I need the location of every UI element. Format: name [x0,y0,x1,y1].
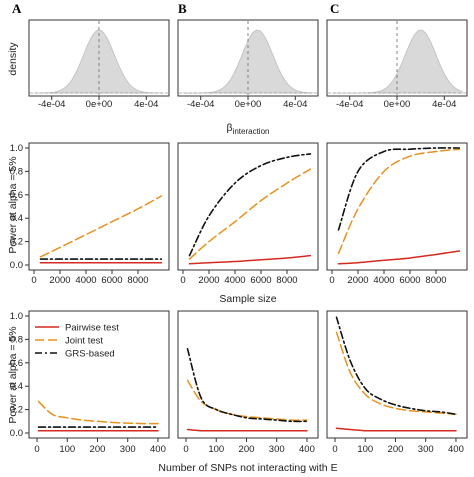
legend-label-grs: GRS-based [65,349,115,360]
x-tick-label: 200 [239,444,255,455]
y-tick-label: 1.0 [10,311,23,322]
panel-c-density: -4e-04 0e+00 4e-04 [326,19,468,110]
beta-symbol: β [227,122,233,134]
x-tick-label: -4e-04 [187,99,214,110]
panel-c-sample-size: 0 2000 4000 6000 8000 [326,142,468,286]
x-tick-label: 400 [150,444,166,455]
y-tick-label: 0.0 [10,428,23,439]
x-tick-label: 0e+00 [235,99,262,110]
x-tick-label: 0 [180,275,185,286]
x-tick-label: 200 [90,444,106,455]
y-tick-label: 0.4 [10,213,23,224]
x-tick-label: 200 [388,444,404,455]
x-tick-label: 6000 [101,275,122,286]
x-tick-label: 0 [34,444,39,455]
series-line-pairwise [335,427,457,432]
beta-axis-label: βinteraction [227,122,270,136]
panel-letter-c: C [330,1,339,16]
series-line-pairwise [186,428,308,432]
x-tick-label: 8000 [127,275,148,286]
x-tick-label: 6000 [250,275,271,286]
panel-frame [177,310,319,439]
panel-c-snps: 0 100 200 300 400 [326,310,468,455]
x-tick-label: 0 [31,275,36,286]
density-curve [34,29,164,94]
panel-a-density: -4e-04 0e+00 4e-04 [28,19,170,110]
series-line-pairwise [188,254,312,265]
panel-frame [326,310,468,439]
series-line-grs [335,316,457,416]
y-tick-label: 0.6 [10,358,23,369]
x-tick-label: 4e-04 [432,99,456,110]
x-tick-label: 400 [448,444,464,455]
series-line-joint [39,195,163,258]
series-line-grs [188,153,312,257]
y-tick-label: 0.2 [10,405,23,416]
x-tick-label: 6000 [399,275,420,286]
panel-frame [326,142,468,271]
x-tick-label: 300 [120,444,136,455]
x-tick-label: -4e-04 [336,99,363,110]
panel-frame [28,310,170,439]
panel-b-snps: 0 100 200 300 400 [177,310,319,455]
power-y-label-bottom: Power at alpha = 5% [7,326,19,423]
x-tick-label: 2000 [198,275,219,286]
x-tick-label: 100 [208,444,224,455]
panel-a-sample-size: 0 2000 4000 6000 8000 0.0 0.2 0.4 0.6 0.8 1.0 [10,142,170,286]
series-line-joint [188,168,312,260]
panel-frame [28,142,170,271]
x-tick-label: 0 [332,444,337,455]
x-tick-label: 0e+00 [86,99,113,110]
x-tick-label: 0e+00 [384,99,411,110]
legend: Pairwise test Joint test GRS-based [35,323,119,360]
series-line-joint [186,379,308,421]
panel-letter-b: B [178,1,187,16]
x-tick-label: 100 [357,444,373,455]
x-tick-label: 300 [418,444,434,455]
y-tick-label: 1.0 [10,143,23,154]
legend-label-joint: Joint test [65,336,103,347]
x-tick-label: 0 [183,444,188,455]
x-tick-label: 0 [329,275,334,286]
beta-subscript: interaction [233,127,270,136]
plot-layer: -4e-04 0e+00 4e-04 -4e-04 0e+00 4e-04 -4e-04 0e… [10,19,468,455]
x-tick-label: 4000 [373,275,394,286]
panel-frame [177,142,319,271]
x-tick-label: 4000 [224,275,245,286]
y-tick-label: 0.4 [10,381,23,392]
series-line-pairwise [337,250,461,265]
x-tick-label: 8000 [276,275,297,286]
panel-b-sample-size: 0 2000 4000 6000 8000 [177,142,319,286]
series-line-grs [337,147,461,231]
x-tick-label: 300 [269,444,285,455]
x-tick-label: 4e-04 [134,99,158,110]
series-line-joint [335,331,457,416]
x-tick-label: 2000 [347,275,368,286]
power-y-label-top: Power at alpha = 5% [7,156,19,253]
x-tick-label: 4e-04 [283,99,307,110]
x-tick-label: 400 [299,444,315,455]
y-tick-label: 0.6 [10,190,23,201]
legend-label-pairwise: Pairwise test [65,323,119,334]
x-tick-label: 100 [59,444,75,455]
y-tick-label: 0.8 [10,334,23,345]
panel-b-density: -4e-04 0e+00 4e-04 [177,19,319,110]
y-tick-label: 0.0 [10,260,23,271]
x-tick-label: 2000 [49,275,70,286]
snp-x-label: Number of SNPs not interacting with E [158,462,337,474]
x-tick-label: 4000 [75,275,96,286]
x-tick-label: 8000 [425,275,446,286]
panel-letter-a: A [12,1,22,16]
y-tick-label: 0.2 [10,237,23,248]
sample-size-x-label: Sample size [219,293,276,305]
panel-a-snps: 0 100 200 300 400 0.0 0.2 0.4 0.6 0.8 1.0 [10,310,170,455]
series-line-joint [337,148,461,255]
series-line-grs [186,348,308,423]
x-tick-label: -4e-04 [38,99,65,110]
y-tick-label: 0.8 [10,166,23,177]
density-y-label: density [7,42,19,76]
series-line-joint [37,400,159,425]
